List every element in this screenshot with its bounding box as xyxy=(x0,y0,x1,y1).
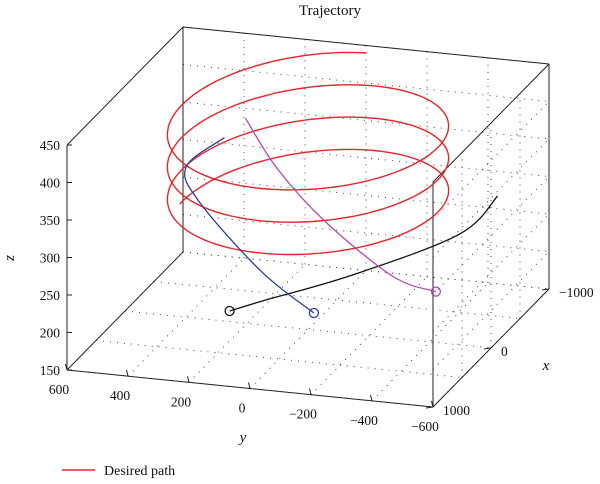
grid-layer xyxy=(66,26,550,408)
series-line-desired-path xyxy=(166,51,450,256)
legend: Desired path xyxy=(62,464,175,479)
grid-line xyxy=(182,64,550,102)
x-tick-label: 1000 xyxy=(443,403,470,418)
axis-edge xyxy=(182,26,550,65)
axis-edge xyxy=(66,251,184,371)
x-axis-label: x xyxy=(542,358,550,374)
series-layer xyxy=(166,51,499,319)
x-tick-label: 0 xyxy=(501,344,508,359)
grid-line xyxy=(182,176,550,215)
series-line-1 xyxy=(229,195,499,312)
chart-title: Trajectory xyxy=(299,3,361,19)
z-tick-label: 300 xyxy=(40,251,61,266)
y-tick-label: 0 xyxy=(239,401,246,416)
grid-line xyxy=(127,257,245,377)
y-tick-label: −200 xyxy=(289,407,317,422)
grid-line xyxy=(371,282,489,402)
z-tick-label: 200 xyxy=(40,326,61,341)
y-tick-mark xyxy=(248,382,251,389)
series-line-2 xyxy=(183,137,315,314)
x-tick-mark xyxy=(541,288,550,291)
z-tick-label: 150 xyxy=(40,363,61,378)
series-start-marker-3 xyxy=(430,286,442,297)
y-tick-mark xyxy=(431,400,434,408)
y-tick-mark xyxy=(187,376,190,383)
grid-line xyxy=(432,213,550,333)
y-axis-label: y xyxy=(238,430,247,446)
grid-line xyxy=(95,340,463,378)
y-tick-mark xyxy=(309,388,312,395)
series-start-marker-2 xyxy=(308,307,320,319)
y-tick-label: 400 xyxy=(110,388,131,403)
axis-edge xyxy=(432,63,550,183)
axes-box xyxy=(66,26,550,408)
y-tick-label: −600 xyxy=(411,419,439,434)
z-tick-label: 350 xyxy=(40,213,61,228)
legend-label: Desired path xyxy=(104,464,175,479)
grid-line xyxy=(188,263,306,383)
grid-line xyxy=(432,101,550,220)
x-tick-label: −1000 xyxy=(559,285,594,300)
tick-layer: 450 400 350 300 250 200 150 600 400 200 0 −200 −400 −… xyxy=(40,138,594,434)
y-tick-label: 600 xyxy=(49,382,70,397)
z-axis-label: z xyxy=(2,255,18,262)
y-tick-label: −400 xyxy=(350,413,378,428)
z-tick-label: 400 xyxy=(40,176,61,191)
grid-line xyxy=(432,251,550,370)
y-tick-label: 200 xyxy=(171,394,192,409)
y-tick-mark xyxy=(370,394,373,401)
z-tick-label: 450 xyxy=(40,138,61,153)
series-line-3 xyxy=(244,117,437,293)
grid-line xyxy=(124,310,492,349)
y-tick-mark xyxy=(65,363,68,371)
z-tick-label: 250 xyxy=(40,288,61,303)
series-start-marker-1 xyxy=(224,305,235,317)
x-tick-mark xyxy=(425,406,434,409)
grid-line xyxy=(153,281,521,319)
x-tick-mark xyxy=(483,347,492,350)
y-tick-mark xyxy=(126,370,129,377)
axis-edge xyxy=(66,26,184,146)
